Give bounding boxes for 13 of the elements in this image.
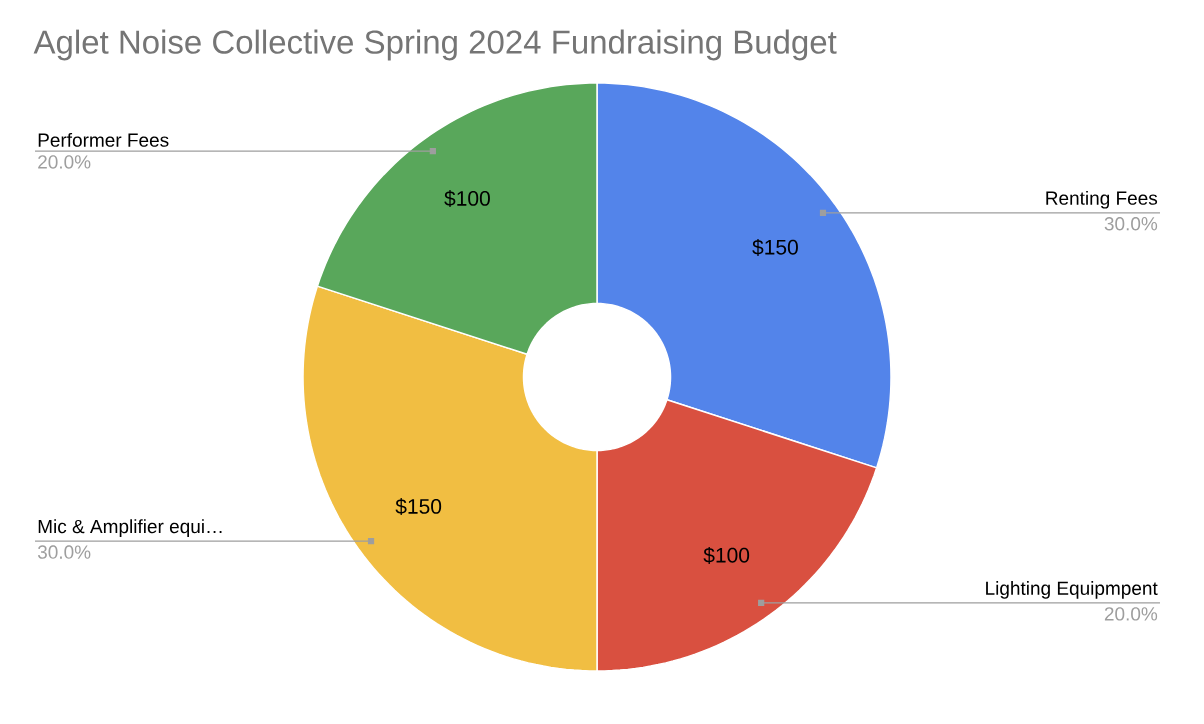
text: 20.0% [38,155,91,169]
text: 30.0% [37,545,91,559]
data-label: $150 [752,238,798,256]
slice-label: Mic & Amplifier equi… [38,519,222,537]
slice-label: Performer Fees [38,132,169,147]
text: 30.0% [1104,217,1158,231]
text: 20.0% [1104,607,1158,621]
data-label: $100 [703,546,750,564]
chart-title: Aglet Noise Collective Spring 2024 Fundraising Budget [33,29,837,61]
data-label: $150 [395,498,442,516]
data-label: $100 [444,190,490,208]
slice-label: Lighting Equipmpent [986,581,1158,599]
slice-label: Renting Fees [1046,190,1158,209]
